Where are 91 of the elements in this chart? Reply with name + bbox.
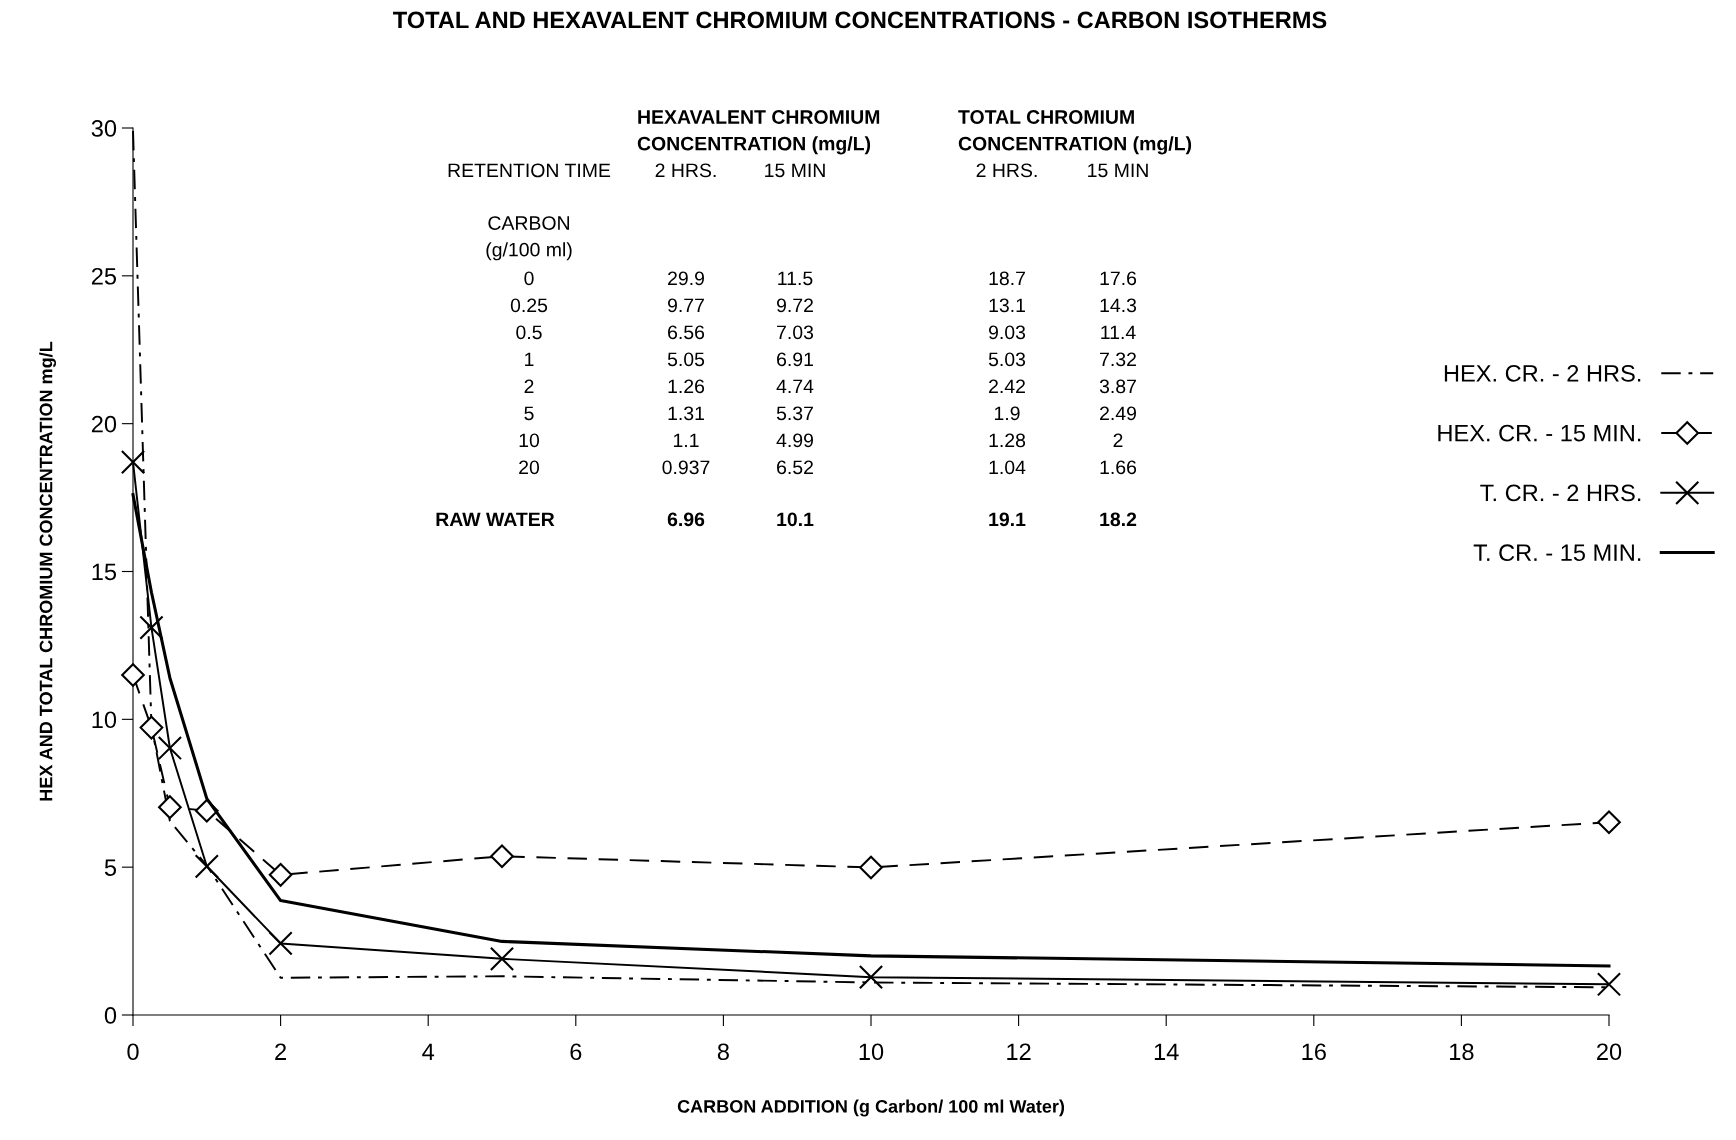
annotation: 2 HRS. — [976, 163, 1037, 178]
annotation: 1.28 — [989, 433, 1026, 448]
point — [139, 715, 164, 740]
annotation: RAW WATER — [436, 512, 555, 527]
annotation: 9.72 — [776, 298, 813, 313]
chart-title: TOTAL AND HEXAVALENT CHROMIUM CONCENTRATIONS - CARBON ISOTHERMS — [393, 11, 1327, 29]
point — [139, 615, 164, 640]
annotation: 1.1 — [673, 433, 699, 448]
annotation: 4.74 — [776, 379, 814, 394]
annotation: 15 MIN — [1088, 163, 1148, 178]
point — [268, 863, 293, 887]
point — [268, 931, 293, 956]
point — [120, 449, 146, 475]
annotation: 2.49 — [1100, 406, 1136, 421]
annotation: 14.3 — [1100, 298, 1137, 313]
x-tick-label: 4 — [422, 1043, 435, 1060]
point — [157, 735, 183, 761]
x-tick-label: 0 — [127, 1043, 139, 1061]
annotation: HEXAVALENT CHROMIUM CONCENTRATION (mg/L) — [637, 110, 880, 155]
annotation: 19.1 — [989, 512, 1026, 527]
annotation: 5.05 — [667, 352, 705, 367]
annotation: 1.66 — [1100, 460, 1137, 475]
annotation: RETENTION TIME — [448, 163, 611, 178]
annotation: 6.96 — [667, 512, 705, 527]
annotation: 2.42 — [989, 379, 1025, 394]
annotation: 1.31 — [668, 406, 704, 421]
annotation: 2 — [1113, 433, 1123, 448]
annotation: CARBON (g/100 ml) — [486, 216, 572, 261]
annotation: 5.03 — [988, 352, 1026, 367]
annotation: 6.91 — [777, 352, 813, 367]
annotation: 1.26 — [668, 379, 705, 394]
annotation: 5.37 — [776, 406, 813, 421]
annotation: 15 MIN — [765, 163, 825, 178]
annotation: 18.7 — [989, 271, 1025, 286]
x-tick-label: 14 — [1154, 1043, 1179, 1060]
legend-label: HEX. CR. - 2 HRS. — [1444, 365, 1641, 382]
annotation: 1 — [525, 352, 534, 367]
annotation: 5 — [524, 406, 534, 421]
point — [158, 795, 182, 819]
annotation: 2 HRS. — [655, 163, 716, 178]
annotation: 17.6 — [1100, 271, 1137, 286]
annotation: 10.1 — [777, 512, 814, 527]
x-tick-label: 2 — [275, 1043, 286, 1060]
annotation: 7.32 — [1100, 352, 1136, 367]
x-tick-label: 6 — [570, 1043, 582, 1061]
x-tick-label: 12 — [1007, 1043, 1031, 1060]
annotation: TOTAL CHROMIUM CONCENTRATION (mg/L) — [958, 110, 1192, 155]
y-tick-label: 30 — [91, 120, 117, 137]
annotation: 1.9 — [994, 406, 1020, 421]
annotation: 9.77 — [667, 298, 704, 313]
y-tick-label: 5 — [104, 859, 117, 876]
y-tick-label: 20 — [91, 415, 117, 433]
x-tick-label: 16 — [1302, 1043, 1326, 1061]
y-axis-title: HEX AND TOTAL CHROMIUM CONCENTRATION mg/L — [39, 341, 57, 801]
x-tick-label: 8 — [717, 1043, 729, 1061]
annotation: 0.25 — [510, 298, 548, 313]
annotation: 2 — [524, 379, 534, 394]
annotation: 29.9 — [668, 271, 704, 286]
y-tick-label: 0 — [104, 1007, 117, 1024]
annotation: 13.1 — [989, 298, 1025, 313]
point — [490, 844, 514, 869]
x-axis-title: CARBON ADDITION (g Carbon/ 100 ml Water) — [677, 1099, 1065, 1117]
annotation: 20 — [519, 460, 540, 475]
point — [859, 855, 883, 880]
point — [858, 965, 884, 990]
y-tick-label: 25 — [91, 267, 117, 285]
x-tick-label: 10 — [859, 1043, 884, 1061]
annotation: 6.52 — [777, 460, 813, 475]
annotation: 6.56 — [668, 325, 705, 340]
y-tick-label: 15 — [92, 563, 117, 581]
annotation: 18.2 — [1100, 512, 1137, 527]
legend-label: T. CR. - 2 HRS. — [1480, 484, 1641, 502]
legend-label: HEX. CR. - 15 MIN. — [1438, 424, 1641, 442]
annotation: 4.99 — [776, 433, 813, 448]
point — [1597, 810, 1621, 835]
annotation: 7.03 — [777, 325, 814, 340]
annotation: 3.87 — [1099, 379, 1136, 394]
annotation: 11.5 — [778, 271, 813, 286]
x-tick-label: 20 — [1597, 1043, 1622, 1061]
x-tick-label: 18 — [1450, 1043, 1474, 1061]
annotation: 1.04 — [989, 460, 1026, 475]
annotation: 9.03 — [988, 325, 1026, 340]
point — [121, 663, 145, 687]
annotation: 11.4 — [1101, 325, 1136, 340]
annotation: 0.937 — [662, 460, 710, 475]
legend-label: T. CR. - 15 MIN. — [1473, 544, 1641, 562]
point — [489, 946, 515, 971]
annotation: 0 — [524, 271, 534, 286]
y-tick-label: 10 — [92, 711, 117, 729]
annotation: 10 — [519, 433, 540, 448]
annotation: 0.5 — [516, 325, 542, 340]
